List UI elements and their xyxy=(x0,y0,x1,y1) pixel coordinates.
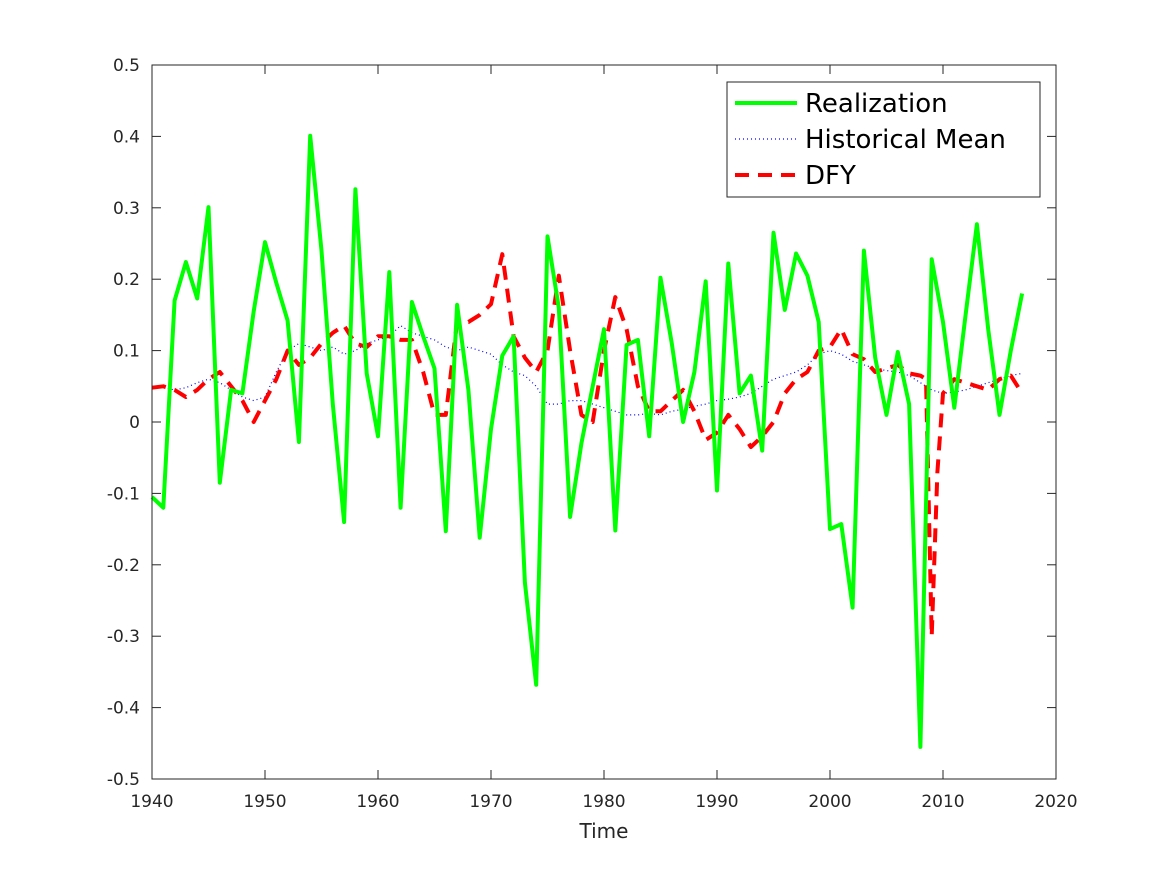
x-tick-label: 1990 xyxy=(695,792,738,812)
y-tick-label: -0.2 xyxy=(107,556,140,576)
legend-label-realization: Realization xyxy=(805,89,948,119)
y-tick-label: -0.1 xyxy=(107,484,140,504)
y-tick-label: 0.2 xyxy=(113,270,140,290)
series-layer xyxy=(150,133,1025,749)
x-tick-label: 1960 xyxy=(356,792,399,812)
y-tick-label: 0.3 xyxy=(113,199,140,219)
y-tick-label: 0.4 xyxy=(113,127,140,147)
x-axis-title: Time xyxy=(579,819,629,843)
x-ticks: 1940 1950 1960 1970 1980 1990 2000 2010 2020 xyxy=(130,65,1078,812)
legend: Realization Historical Mean DFY xyxy=(726,81,1041,198)
x-tick-label: 1940 xyxy=(130,792,173,812)
legend-label-historical-mean: Historical Mean xyxy=(805,125,1006,155)
y-tick-label: -0.4 xyxy=(107,699,140,719)
x-tick-label: 2000 xyxy=(808,792,851,812)
x-tick-label: 1970 xyxy=(469,792,512,812)
legend-label-dfy: DFY xyxy=(805,161,856,191)
y-tick-label: -0.3 xyxy=(107,627,140,647)
x-tick-label: 1980 xyxy=(582,792,625,812)
realization-line xyxy=(150,133,1025,749)
y-tick-label: 0 xyxy=(129,413,140,433)
y-ticks: 0.5 0.4 0.3 0.2 0.1 0 -0.1 -0.2 -0.3 -0.4 -0.5 xyxy=(107,56,1056,790)
y-tick-label: -0.5 xyxy=(107,770,140,790)
y-tick-label: 0.5 xyxy=(113,56,140,76)
x-tick-label: 2020 xyxy=(1034,792,1077,812)
x-tick-label: 2010 xyxy=(921,792,964,812)
x-tick-label: 1950 xyxy=(243,792,286,812)
y-tick-label: 0.1 xyxy=(113,342,140,362)
